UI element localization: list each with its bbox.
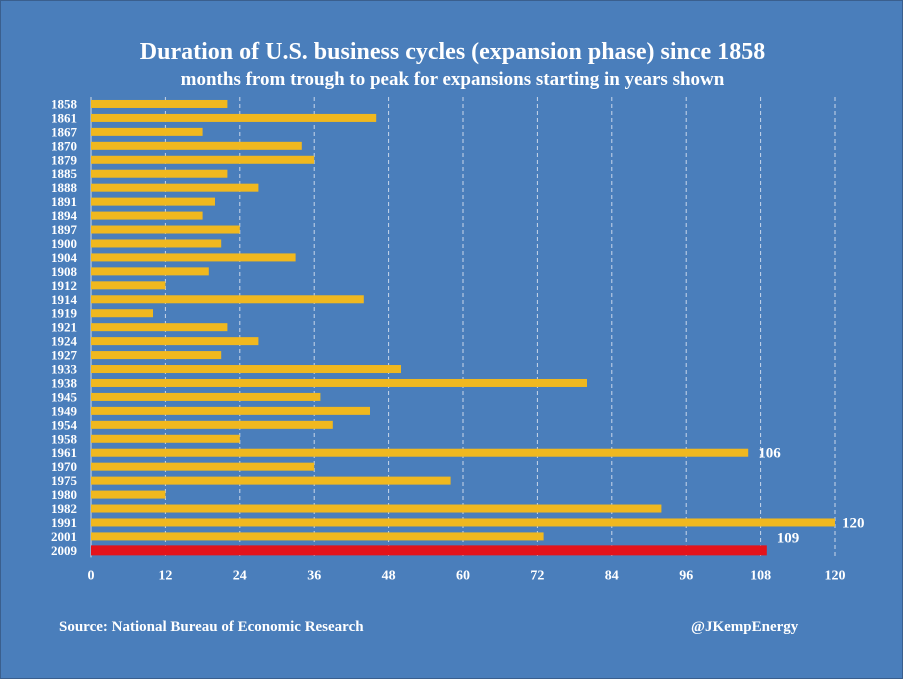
bar-1927	[91, 351, 222, 360]
category-label-1945: 1945	[51, 389, 78, 404]
bar-2001	[91, 532, 544, 541]
category-label-1914: 1914	[51, 292, 78, 307]
bar-1914	[91, 295, 364, 304]
category-label-1982: 1982	[51, 501, 77, 516]
bar-1958	[91, 434, 240, 443]
category-label-1919: 1919	[51, 306, 78, 321]
bar-1982	[91, 504, 662, 513]
bar-1900	[91, 239, 222, 248]
category-label-1858: 1858	[51, 96, 78, 111]
bar-1888	[91, 183, 259, 192]
category-label-1885: 1885	[51, 166, 78, 181]
category-label-1870: 1870	[51, 138, 77, 153]
bar-1891	[91, 197, 215, 206]
category-label-1867: 1867	[51, 124, 78, 139]
category-label-1975: 1975	[51, 473, 78, 488]
x-tick-label-24: 24	[233, 568, 247, 583]
data-label-1961: 106	[758, 446, 781, 462]
category-label-1958: 1958	[51, 431, 78, 446]
x-tick-label-120: 120	[825, 568, 846, 583]
bar-1908	[91, 267, 209, 276]
bar-1870	[91, 141, 302, 150]
bar-1904	[91, 253, 296, 262]
bar-1919	[91, 309, 153, 318]
category-label-1921: 1921	[51, 320, 77, 335]
x-tick-label-96: 96	[679, 568, 693, 583]
bar-1933	[91, 365, 401, 374]
author-credit: @JKempEnergy	[691, 619, 799, 635]
x-tick-label-108: 108	[750, 568, 771, 583]
bar-1991	[91, 518, 835, 527]
category-label-1900: 1900	[51, 236, 77, 251]
bar-1954	[91, 420, 333, 429]
bar-1879	[91, 155, 315, 164]
bar-1961	[91, 448, 749, 457]
bar-1912	[91, 281, 166, 290]
x-tick-label-12: 12	[158, 568, 172, 583]
category-label-2009: 2009	[51, 543, 78, 558]
x-tick-label-36: 36	[307, 568, 321, 583]
category-label-1927: 1927	[51, 348, 78, 363]
bar-1867	[91, 127, 203, 136]
bar-1924	[91, 337, 259, 346]
category-label-1888: 1888	[51, 180, 78, 195]
bar-1975	[91, 476, 451, 485]
bar-1861	[91, 113, 377, 122]
bar-1885	[91, 169, 228, 178]
bar-1938	[91, 378, 587, 387]
category-label-1897: 1897	[51, 222, 78, 237]
category-label-1861: 1861	[51, 110, 77, 125]
source-note: Source: National Bureau of Economic Rese…	[59, 619, 364, 635]
bar-1921	[91, 323, 228, 332]
category-label-1970: 1970	[51, 459, 77, 474]
bar-1970	[91, 462, 315, 471]
category-label-1991: 1991	[51, 515, 77, 530]
category-label-1879: 1879	[51, 152, 78, 167]
category-label-1904: 1904	[51, 250, 78, 265]
x-tick-label-60: 60	[456, 568, 470, 583]
data-label-2009: 109	[777, 530, 800, 546]
category-label-1961: 1961	[51, 445, 77, 460]
category-label-1891: 1891	[51, 194, 77, 209]
category-label-1924: 1924	[51, 334, 78, 349]
x-tick-label-84: 84	[605, 568, 619, 583]
x-tick-label-0: 0	[88, 568, 95, 583]
category-label-1954: 1954	[51, 417, 78, 432]
category-label-1933: 1933	[51, 362, 78, 377]
category-label-1912: 1912	[51, 278, 77, 293]
bar-1894	[91, 211, 203, 220]
category-label-2001: 2001	[51, 529, 77, 544]
category-label-1949: 1949	[51, 403, 78, 418]
bar-1858	[91, 99, 228, 108]
bar-1980	[91, 490, 166, 499]
bar-1897	[91, 225, 240, 234]
bar-2009	[91, 545, 767, 556]
category-label-1908: 1908	[51, 264, 78, 279]
chart-title: Duration of U.S. business cycles (expans…	[139, 39, 766, 65]
x-tick-label-48: 48	[382, 568, 396, 583]
chart-subtitle: months from trough to peak for expansion…	[180, 69, 725, 90]
category-label-1894: 1894	[51, 208, 78, 223]
bar-1949	[91, 406, 370, 415]
category-label-1980: 1980	[51, 487, 77, 502]
data-label-1991: 120	[842, 515, 865, 531]
category-label-1938: 1938	[51, 375, 78, 390]
x-tick-label-72: 72	[530, 568, 544, 583]
bar-1945	[91, 392, 321, 401]
